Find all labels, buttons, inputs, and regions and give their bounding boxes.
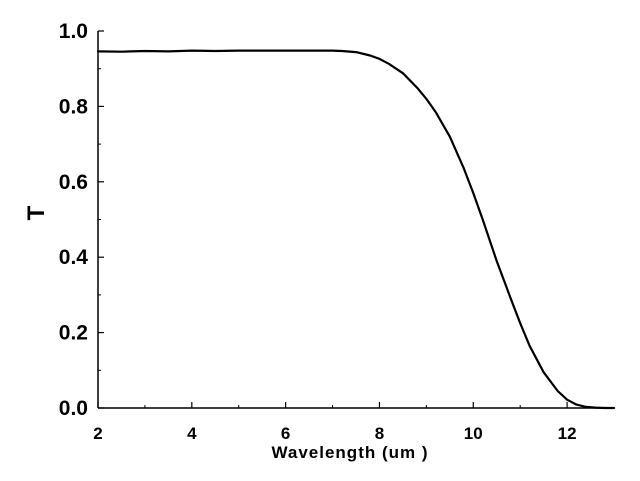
x-tick-label: 4 <box>187 424 197 443</box>
y-tick-label: 0.2 <box>59 322 88 345</box>
x-axis-title: Wavelength (um ) <box>271 443 428 462</box>
x-tick-label: 10 <box>464 424 483 443</box>
x-tick-label: 12 <box>558 424 577 443</box>
x-tick-label: 6 <box>281 424 290 443</box>
y-tick-label: 0.4 <box>59 246 89 269</box>
x-tick-label: 8 <box>375 424 384 443</box>
plot-area: 2 4 6 8 10 12 0.0 0.2 0.4 0.6 0.8 1.0 <box>59 20 616 443</box>
y-tick-label: 0.8 <box>59 95 89 118</box>
y-tick-label: 1.0 <box>59 20 88 43</box>
y-tick-label: 0.6 <box>59 171 88 194</box>
transmittance-line <box>96 49 616 410</box>
x-tick-label: 2 <box>93 424 102 443</box>
y-tick-label: 0.0 <box>59 397 88 420</box>
y-axis-title: T <box>23 205 50 220</box>
